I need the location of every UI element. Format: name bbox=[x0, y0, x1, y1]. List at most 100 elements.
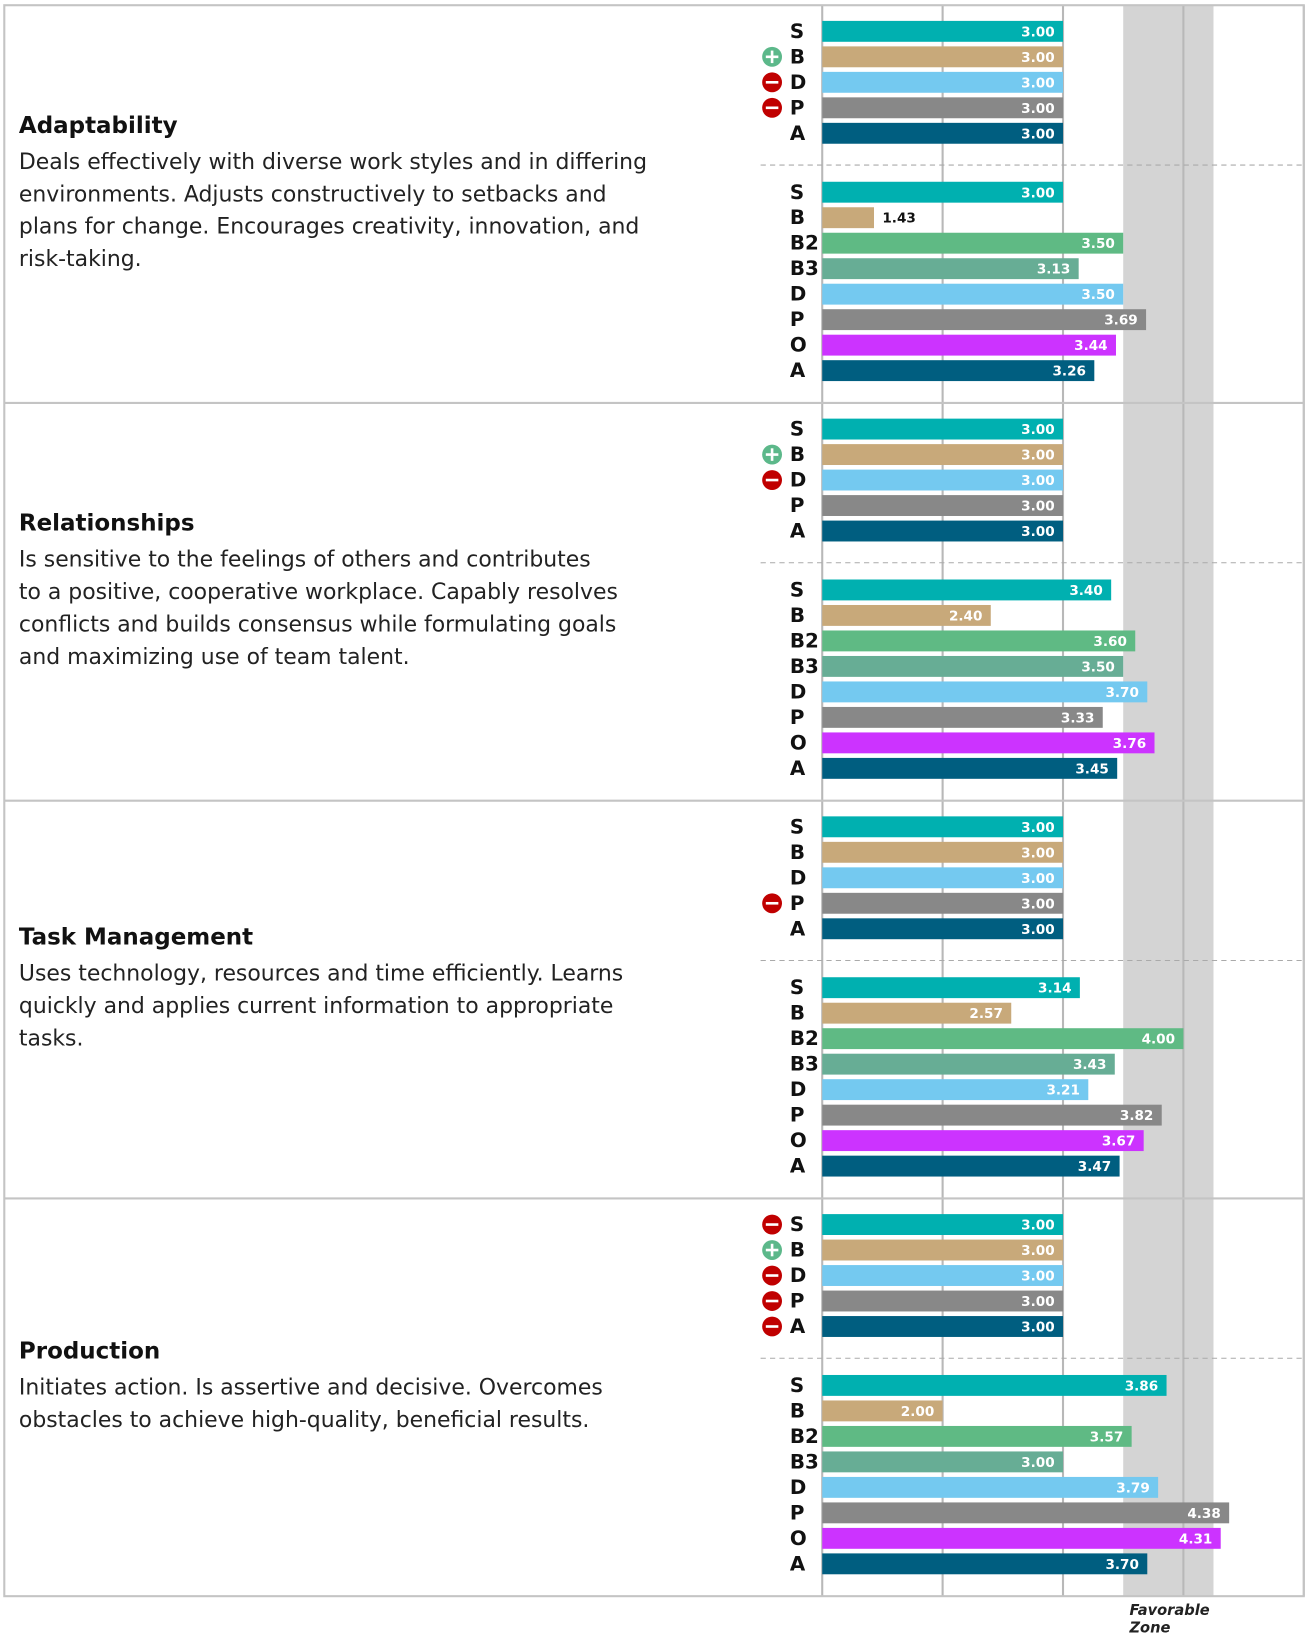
bar bbox=[822, 1265, 1064, 1286]
bar bbox=[822, 258, 1079, 280]
bar bbox=[822, 1290, 1064, 1312]
row-label: B2 bbox=[790, 1027, 819, 1050]
value-label: 3.50 bbox=[1081, 236, 1114, 252]
bar bbox=[822, 1130, 1144, 1152]
value-label: 3.86 bbox=[1125, 1378, 1158, 1394]
bar bbox=[822, 1002, 1012, 1024]
section-description: Is sensitive to the feelings of others a… bbox=[19, 548, 591, 573]
row-label: P bbox=[790, 892, 805, 915]
favorable-zone-label: Favorable bbox=[1129, 1602, 1209, 1619]
value-label: 3.57 bbox=[1090, 1429, 1123, 1445]
bar bbox=[822, 892, 1064, 914]
row-label: B bbox=[790, 206, 805, 229]
bar bbox=[822, 71, 1064, 93]
value-label: 3.00 bbox=[1021, 896, 1054, 912]
value-label: 3.45 bbox=[1075, 761, 1108, 777]
row-label: B3 bbox=[790, 1053, 819, 1076]
bar bbox=[822, 681, 1148, 703]
row-label: O bbox=[790, 1527, 807, 1550]
bar bbox=[822, 841, 1064, 863]
bar bbox=[822, 977, 1080, 999]
value-label: 3.00 bbox=[1021, 185, 1054, 201]
bar bbox=[822, 1400, 943, 1422]
row-label: S bbox=[790, 181, 804, 204]
section-description: Uses technology, resources and time effi… bbox=[19, 962, 623, 987]
bar bbox=[822, 444, 1064, 466]
row-label: A bbox=[790, 757, 806, 780]
bar bbox=[822, 1053, 1115, 1075]
row-label: S bbox=[790, 418, 804, 441]
bar bbox=[822, 757, 1118, 779]
row-label: D bbox=[790, 680, 806, 703]
bar bbox=[822, 1214, 1064, 1235]
bar bbox=[822, 1104, 1162, 1126]
favorable-zone-label: Zone bbox=[1128, 1620, 1170, 1637]
row-label: D bbox=[790, 1078, 806, 1101]
bar bbox=[822, 604, 991, 626]
bar bbox=[822, 232, 1124, 254]
row-label: A bbox=[790, 1315, 806, 1338]
bar bbox=[822, 1079, 1089, 1101]
bar bbox=[822, 469, 1064, 491]
section-description: obstacles to achieve high-quality, benef… bbox=[19, 1408, 589, 1433]
row-label: O bbox=[790, 1129, 807, 1152]
row-label: D bbox=[790, 1264, 806, 1287]
section-description: plans for change. Encourages creativity,… bbox=[19, 215, 639, 240]
bar bbox=[822, 1527, 1221, 1549]
row-label: B3 bbox=[790, 1450, 819, 1473]
row-label: B3 bbox=[790, 655, 819, 678]
row-label: D bbox=[790, 283, 806, 306]
row-label: B bbox=[790, 1002, 805, 1025]
value-label: 3.00 bbox=[1021, 1455, 1054, 1471]
value-label: 1.43 bbox=[882, 211, 915, 227]
bar bbox=[822, 207, 874, 229]
bar bbox=[822, 1425, 1132, 1447]
bar bbox=[822, 334, 1116, 356]
value-label: 3.00 bbox=[1021, 1218, 1054, 1234]
section-description: tasks. bbox=[19, 1026, 84, 1051]
value-label: 3.00 bbox=[1021, 50, 1054, 66]
row-label: B2 bbox=[790, 1425, 819, 1448]
row-label: O bbox=[790, 334, 807, 357]
row-label: B2 bbox=[790, 629, 819, 652]
value-label: 3.00 bbox=[1021, 1320, 1054, 1336]
value-label: 3.76 bbox=[1113, 736, 1146, 752]
row-label: A bbox=[790, 1552, 806, 1575]
value-label: 3.50 bbox=[1081, 659, 1114, 675]
bar bbox=[822, 20, 1064, 42]
section-description: risk-taking. bbox=[19, 247, 142, 272]
section-description: quickly and applies current information … bbox=[19, 994, 613, 1019]
bar bbox=[822, 630, 1136, 652]
value-label: 3.33 bbox=[1061, 710, 1094, 726]
value-label: 3.00 bbox=[1021, 75, 1054, 91]
value-label: 3.70 bbox=[1105, 685, 1138, 701]
row-label: D bbox=[790, 866, 806, 889]
value-label: 3.69 bbox=[1104, 313, 1137, 329]
value-label: 3.00 bbox=[1021, 422, 1054, 438]
value-label: 3.79 bbox=[1116, 1480, 1149, 1496]
row-label: B bbox=[790, 604, 805, 627]
value-label: 3.40 bbox=[1069, 583, 1102, 599]
bar bbox=[822, 122, 1064, 144]
value-label: 3.60 bbox=[1093, 634, 1126, 650]
value-label: 4.00 bbox=[1142, 1032, 1175, 1048]
bar bbox=[822, 495, 1064, 516]
section-title: Adaptability bbox=[19, 113, 178, 139]
row-label: P bbox=[790, 706, 805, 729]
value-label: 3.00 bbox=[1021, 1294, 1054, 1310]
value-label: 3.00 bbox=[1021, 473, 1054, 489]
value-label: 3.70 bbox=[1105, 1557, 1138, 1573]
bar bbox=[822, 867, 1064, 889]
value-label: 2.40 bbox=[949, 608, 982, 624]
row-label: P bbox=[790, 1104, 805, 1127]
bar bbox=[822, 1502, 1230, 1524]
row-label: B bbox=[790, 1399, 805, 1422]
section-description: Initiates action. Is assertive and decis… bbox=[19, 1376, 603, 1401]
row-label: S bbox=[790, 976, 804, 999]
row-label: P bbox=[790, 494, 805, 517]
bar bbox=[822, 97, 1064, 119]
row-label: S bbox=[790, 20, 804, 43]
value-label: 3.47 bbox=[1078, 1159, 1111, 1175]
row-label: S bbox=[790, 1213, 804, 1236]
row-label: S bbox=[790, 1374, 804, 1397]
